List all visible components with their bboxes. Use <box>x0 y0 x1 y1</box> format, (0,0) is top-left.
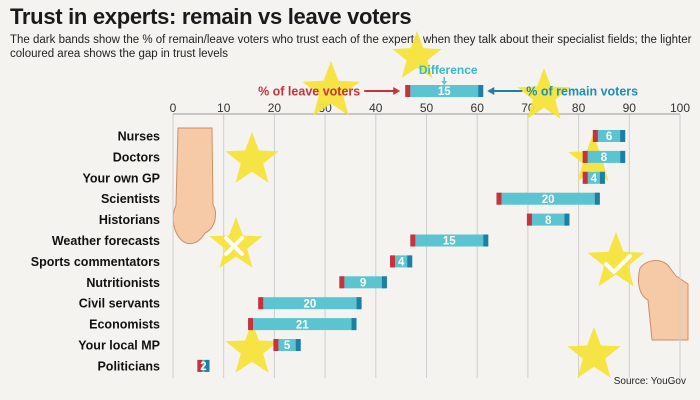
difference-value-label: 20 <box>303 298 316 310</box>
leave-marker <box>248 318 254 331</box>
difference-value-label: 6 <box>606 131 612 143</box>
remain-marker <box>564 213 570 226</box>
difference-value-label: 21 <box>296 319 309 331</box>
leave-marker <box>582 150 588 163</box>
category-label: Your own GP <box>82 171 160 185</box>
difference-value-label: 15 <box>443 236 456 248</box>
category-label: Politicians <box>97 359 160 373</box>
remain-marker <box>407 255 413 268</box>
thumbs-down-hand-icon <box>172 127 217 244</box>
legend-difference-arrowhead <box>441 81 448 85</box>
x-tick-label: 0 <box>170 101 177 115</box>
difference-value-label: 5 <box>284 340 291 352</box>
star-icon <box>302 61 360 116</box>
star-icon <box>392 31 442 78</box>
difference-bar <box>391 255 412 268</box>
leave-marker <box>273 339 279 351</box>
source-note: Source: YouGov <box>613 376 686 387</box>
star-icon <box>567 327 621 378</box>
difference-value-label: 8 <box>545 215 552 227</box>
difference-bar <box>249 318 356 331</box>
category-label: Your local MP <box>78 339 160 353</box>
category-label: Scientists <box>101 192 160 206</box>
remain-marker <box>356 297 362 310</box>
thumbs-up-hand-icon <box>637 260 689 341</box>
x-tick-label: 80 <box>572 101 586 115</box>
remain-marker <box>483 234 489 247</box>
remain-marker <box>620 150 626 163</box>
x-tick-label: 50 <box>420 101 434 115</box>
remain-marker <box>620 130 626 142</box>
difference-value-label: 9 <box>360 278 366 290</box>
legend-difference-label: Difference <box>419 63 478 77</box>
difference-bar <box>274 339 300 351</box>
cross-icon <box>224 236 244 256</box>
star-icon <box>587 232 645 287</box>
category-label: Nutritionists <box>86 276 160 290</box>
remain-marker <box>599 171 605 184</box>
leave-marker <box>339 276 345 289</box>
remain-marker <box>204 359 210 372</box>
difference-value-label: 2 <box>200 361 206 373</box>
cross-stroke <box>224 236 244 256</box>
leave-marker <box>390 255 396 268</box>
category-label: Sports commentators <box>31 255 160 269</box>
chart-subtitle: The dark bands show the % of remain/leav… <box>10 34 692 60</box>
remain-marker <box>295 339 301 351</box>
check-stroke <box>604 254 632 274</box>
difference-bar <box>583 171 604 184</box>
star-icon <box>517 68 571 119</box>
legend-leave-label: % of leave voters <box>258 85 360 99</box>
x-tick-label: 60 <box>471 101 485 115</box>
category-label: Nurses <box>118 130 160 144</box>
remain-marker <box>594 192 600 205</box>
difference-bar <box>527 213 569 226</box>
legend-remain-label: % of remain voters <box>526 85 638 99</box>
legend-remain-arrowhead <box>487 87 495 95</box>
x-tick-label: 20 <box>268 101 282 115</box>
leave-marker <box>526 213 532 226</box>
difference-bar <box>497 192 599 205</box>
remain-marker <box>478 85 484 97</box>
legend-leave-arrowhead <box>393 87 401 95</box>
category-label: Doctors <box>113 150 160 164</box>
leave-marker <box>258 297 264 310</box>
x-tick-label: 90 <box>623 101 637 115</box>
chart-title: Trust in experts: remain vs leave voters <box>10 4 412 29</box>
category-label: Civil servants <box>79 297 160 311</box>
difference-bar <box>259 297 361 310</box>
difference-value-label: 8 <box>601 152 608 164</box>
remain-marker <box>381 276 387 289</box>
star-icon <box>225 132 279 183</box>
remain-marker <box>351 318 357 331</box>
star-icon <box>225 322 279 373</box>
x-tick-label: 100 <box>670 101 690 115</box>
leave-marker <box>496 192 502 205</box>
x-axis-ticks: 0 10 20 30 40 50 60 70 80 90 100 <box>170 101 691 115</box>
difference-value-label: 4 <box>591 173 598 185</box>
category-label: Historians <box>99 213 160 227</box>
difference-bar <box>411 234 488 247</box>
check-icon <box>604 254 632 274</box>
x-tick-label: 40 <box>369 101 383 115</box>
category-label: Weather forecasts <box>52 234 160 248</box>
legend: % of leave voters % of remain voters Dif… <box>258 63 638 99</box>
leave-marker <box>592 130 598 142</box>
leave-marker <box>405 85 411 97</box>
difference-value-label: 4 <box>398 257 405 269</box>
leave-marker <box>582 171 588 184</box>
difference-bar <box>340 276 386 289</box>
difference-bar <box>406 85 483 97</box>
category-label: Economists <box>89 318 160 332</box>
difference-bar <box>198 359 209 372</box>
difference-bar <box>593 130 625 142</box>
leave-marker <box>410 234 416 247</box>
difference-value-label: 15 <box>438 86 451 98</box>
difference-bar <box>583 150 625 163</box>
difference-value-label: 20 <box>542 194 555 206</box>
leave-marker <box>197 359 203 372</box>
x-tick-label: 10 <box>217 101 231 115</box>
